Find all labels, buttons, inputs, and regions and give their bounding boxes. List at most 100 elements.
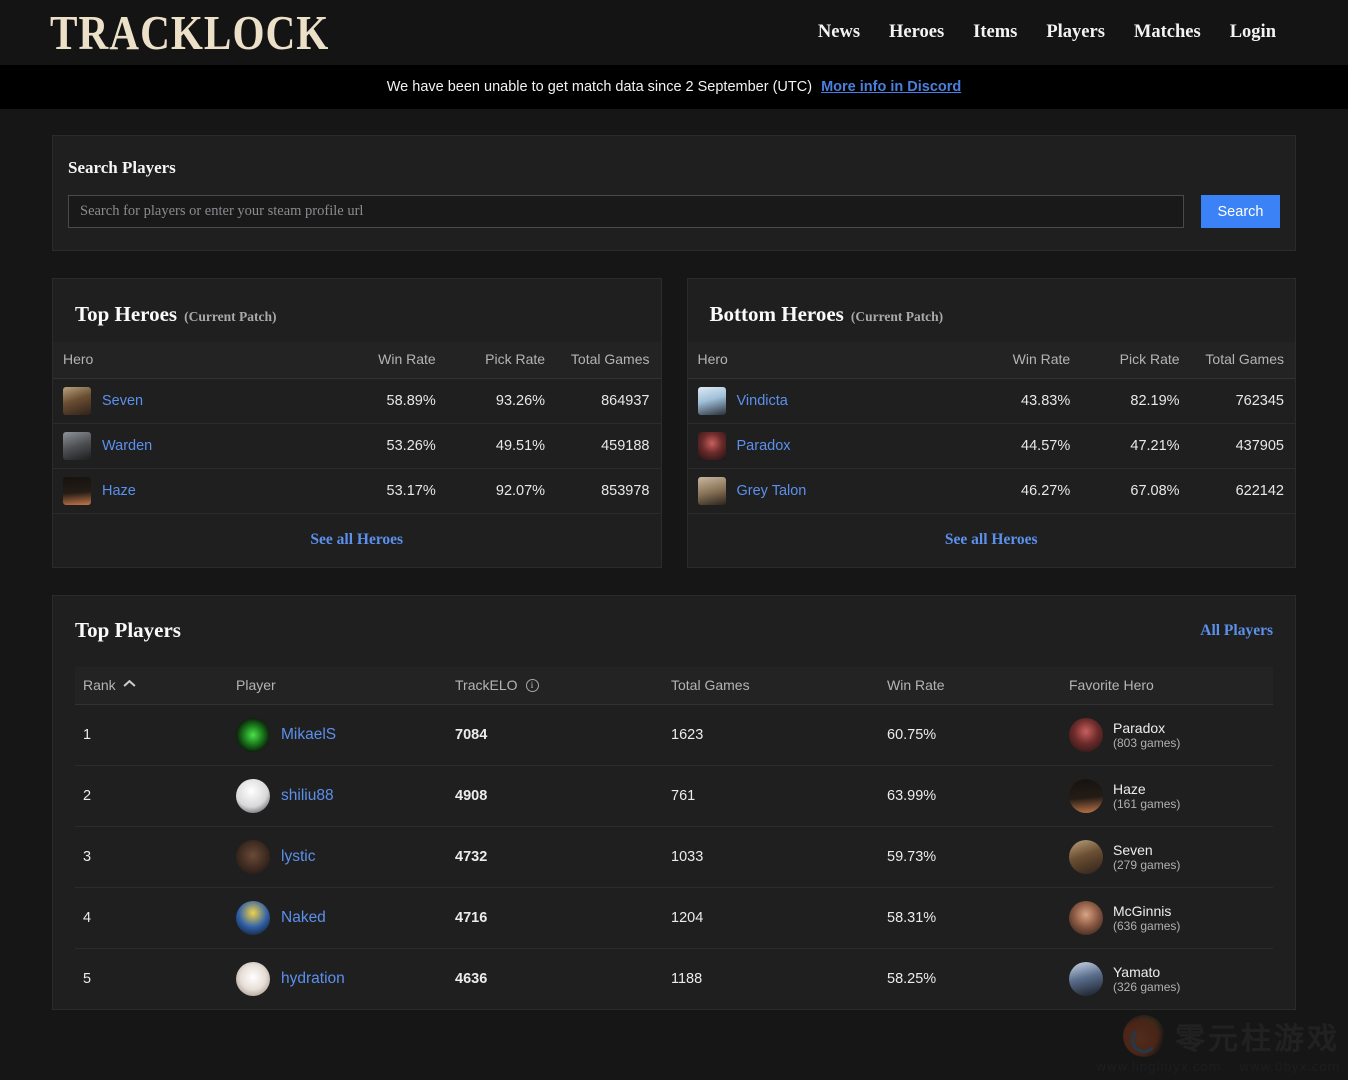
table-row[interactable]: 1 MikaelS 7084 1623 60.75% xyxy=(75,704,1273,766)
nav-item-players[interactable]: Players xyxy=(1046,22,1105,42)
th-total-games[interactable]: Total Games xyxy=(663,667,879,705)
player-total-games: 1033 xyxy=(663,826,879,888)
th-win-rate[interactable]: Win Rate xyxy=(320,342,436,379)
hero-pick-rate: 67.08% xyxy=(1130,483,1180,499)
favorite-hero-games: (326 games) xyxy=(1113,980,1181,995)
see-all-heroes-link[interactable]: See all Heroes xyxy=(310,531,404,548)
table-row[interactable]: Haze 53.17% 92.07% 853978 xyxy=(53,469,661,514)
top-players-title: Top Players xyxy=(75,618,181,642)
hero-total-games: 622142 xyxy=(1235,483,1284,499)
player-link-shiliu88[interactable]: shiliu88 xyxy=(281,787,334,804)
nav-item-matches[interactable]: Matches xyxy=(1133,22,1201,42)
player-link-hydration[interactable]: hydration xyxy=(281,970,345,987)
th-total-games[interactable]: Total Games xyxy=(1179,342,1295,379)
th-trackelo[interactable]: TrackELO i xyxy=(447,667,663,705)
search-button[interactable]: Search xyxy=(1201,195,1280,228)
nav-item-login[interactable]: Login xyxy=(1229,22,1276,42)
th-pick-rate[interactable]: Pick Rate xyxy=(1070,342,1180,379)
table-row[interactable]: 2 shiliu88 4908 761 63.99% xyxy=(75,765,1273,827)
nav-item-items[interactable]: Items xyxy=(973,22,1018,42)
player-win-rate: 59.73% xyxy=(879,826,1061,888)
info-icon[interactable]: i xyxy=(525,678,539,692)
watermark-url-left: www.lingliuyx.com xyxy=(1096,1059,1222,1074)
nav-item-heroes[interactable]: Heroes xyxy=(889,22,945,42)
site-logo[interactable]: TRACKLOCK xyxy=(50,4,330,60)
favorite-hero-avatar-yamato xyxy=(1069,962,1103,996)
bottom-heroes-header: Bottom Heroes (Current Patch) xyxy=(688,279,1296,342)
table-row[interactable]: Paradox 44.57% 47.21% 437905 xyxy=(687,423,1295,469)
top-heroes-footer: See all Heroes xyxy=(53,513,661,567)
player-link-lystic[interactable]: lystic xyxy=(281,848,316,865)
table-header-row: Rank Player TrackELO i Total Games xyxy=(75,667,1273,705)
table-row[interactable]: Seven 58.89% 93.26% 864937 xyxy=(53,378,661,424)
nav-item-news[interactable]: News xyxy=(817,22,861,42)
th-player[interactable]: Player xyxy=(215,667,447,705)
hero-pick-rate: 47.21% xyxy=(1070,423,1180,469)
table-row[interactable]: Grey Talon 46.27% 67.08% 622142 xyxy=(688,469,1296,514)
hero-avatar-vindicta xyxy=(697,387,726,415)
th-rank-label: Rank xyxy=(83,677,116,693)
player-win-rate: 63.99% xyxy=(879,765,1061,827)
table-row[interactable]: 4 Naked 4716 1204 58.31% xyxy=(75,887,1273,949)
avatar-shiliu88 xyxy=(236,779,270,813)
th-rank[interactable]: Rank xyxy=(75,667,215,705)
hero-win-rate: 53.17% xyxy=(386,483,436,499)
hero-pick-rate: 93.26% xyxy=(435,378,546,424)
hero-avatar-warden xyxy=(63,432,91,460)
search-input[interactable] xyxy=(68,195,1184,228)
hero-link-grey-talon[interactable]: Grey Talon xyxy=(736,483,807,499)
player-win-rate: 58.25% xyxy=(887,971,937,987)
hero-link-seven[interactable]: Seven xyxy=(102,393,144,409)
hero-win-rate: 58.89% xyxy=(320,378,436,424)
player-win-rate: 58.31% xyxy=(879,887,1061,949)
discord-info-link[interactable]: More info in Discord xyxy=(821,79,962,95)
all-players-link[interactable]: All Players xyxy=(1200,621,1273,639)
player-elo: 4716 xyxy=(447,887,663,949)
favorite-hero-avatar-haze xyxy=(1069,779,1103,813)
favorite-hero-games: (803 games) xyxy=(1113,736,1181,751)
table-row[interactable]: 3 lystic 4732 1033 59.73% xyxy=(75,826,1273,888)
player-link-naked[interactable]: Naked xyxy=(281,909,326,926)
top-heroes-subtitle: (Current Patch) xyxy=(184,309,277,324)
table-header-row: Hero Win Rate Pick Rate Total Games xyxy=(53,342,661,379)
hero-link-haze[interactable]: Haze xyxy=(102,483,136,499)
hero-win-rate: 53.26% xyxy=(320,423,436,469)
player-elo: 4732 xyxy=(447,826,663,888)
hero-pick-rate: 82.19% xyxy=(1070,378,1180,424)
top-players-table: Rank Player TrackELO i Total Games xyxy=(75,667,1273,1009)
th-win-rate[interactable]: Win Rate xyxy=(879,667,1061,705)
table-row[interactable]: Vindicta 43.83% 82.19% 762345 xyxy=(687,378,1295,424)
hero-link-paradox[interactable]: Paradox xyxy=(736,438,791,454)
hero-total-games: 864937 xyxy=(545,378,661,424)
table-row[interactable]: Warden 53.26% 49.51% 459188 xyxy=(53,423,661,469)
favorite-hero-name: McGinnis xyxy=(1113,902,1172,919)
chevron-up-icon xyxy=(124,682,135,689)
player-elo: 7084 xyxy=(447,704,663,766)
player-rank: 4 xyxy=(75,887,215,949)
hero-link-warden[interactable]: Warden xyxy=(102,438,153,454)
see-all-heroes-link[interactable]: See all Heroes xyxy=(944,531,1038,548)
favorite-hero-name: Seven xyxy=(1113,841,1153,858)
player-elo: 4908 xyxy=(447,765,663,827)
favorite-hero-avatar-mcginnis xyxy=(1069,901,1103,935)
th-pick-rate[interactable]: Pick Rate xyxy=(435,342,546,379)
bottom-heroes-title: Bottom Heroes xyxy=(709,302,844,326)
alert-banner-message: We have been unable to get match data si… xyxy=(386,79,813,95)
th-total-games[interactable]: Total Games xyxy=(545,342,661,379)
th-hero[interactable]: Hero xyxy=(687,342,955,379)
table-header-row: Hero Win Rate Pick Rate Total Games xyxy=(687,342,1295,379)
player-link-mikaels[interactable]: MikaelS xyxy=(281,726,337,743)
favorite-hero-name: Paradox xyxy=(1113,719,1166,736)
bottom-heroes-footer: See all Heroes xyxy=(687,513,1295,567)
th-win-rate[interactable]: Win Rate xyxy=(954,342,1071,379)
th-hero[interactable]: Hero xyxy=(53,342,321,379)
avatar-hydration xyxy=(236,962,270,996)
avatar-lystic xyxy=(236,840,270,874)
top-heroes-title: Top Heroes xyxy=(75,302,178,326)
player-rank: 3 xyxy=(75,826,215,888)
table-row[interactable]: 5 hydration 4636 1188 58.25% xyxy=(75,949,1273,1010)
hero-win-rate: 46.27% xyxy=(1021,483,1071,499)
th-favorite-hero[interactable]: Favorite Hero xyxy=(1061,667,1273,705)
hero-link-vindicta[interactable]: Vindicta xyxy=(736,393,788,409)
page-content: Search Players Search Top Heroes (Curren… xyxy=(0,109,1348,1010)
